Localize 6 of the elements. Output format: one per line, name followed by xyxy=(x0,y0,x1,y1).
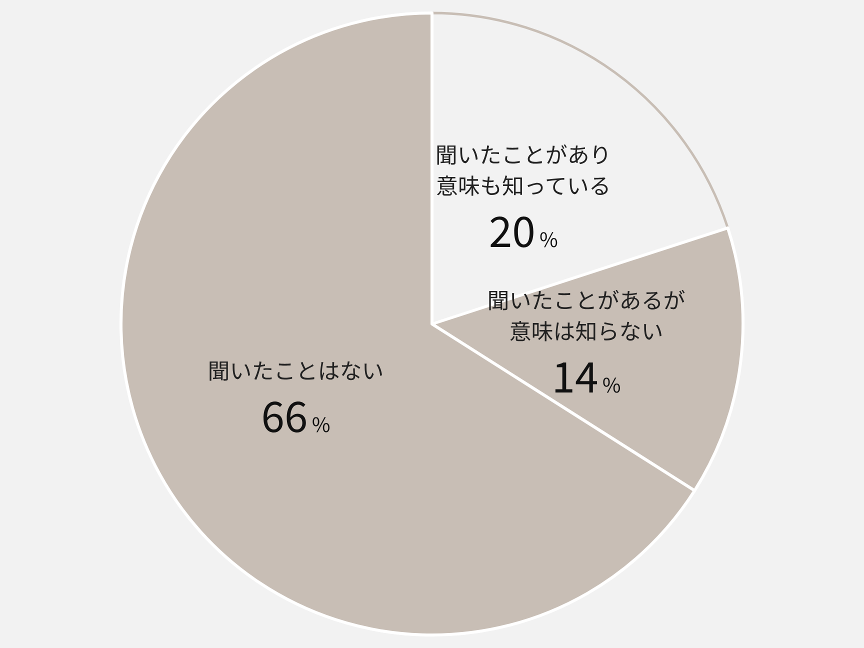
slice-label: 聞いたことがあるが意味は知らない xyxy=(487,283,686,346)
data-label: 66% xyxy=(261,384,330,445)
slice-label: 聞いたことはない xyxy=(208,354,384,386)
data-label: 20% xyxy=(488,199,558,260)
data-label: 14% xyxy=(552,344,621,406)
slice-label: 聞いたことがあり意味も知っている xyxy=(435,138,612,202)
